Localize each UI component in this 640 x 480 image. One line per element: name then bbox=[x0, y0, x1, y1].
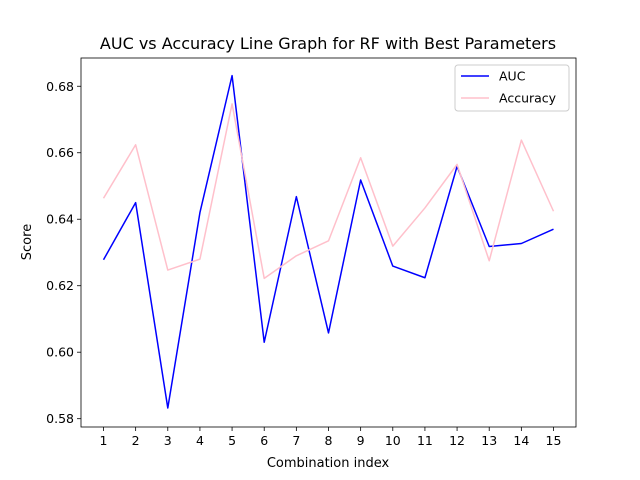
x-tick-label: 13 bbox=[481, 433, 497, 448]
x-tick-label: 14 bbox=[513, 433, 529, 448]
legend: AUC Accuracy bbox=[454, 64, 570, 112]
y-axis-label: Score bbox=[20, 224, 35, 260]
x-tick-label: 7 bbox=[292, 433, 300, 448]
y-tick-label: 0.68 bbox=[46, 79, 74, 94]
x-tick-label: 8 bbox=[325, 433, 333, 448]
y-tick-label: 0.58 bbox=[46, 411, 74, 426]
x-tick-label: 15 bbox=[546, 433, 562, 448]
legend-label-accuracy: Accuracy bbox=[499, 91, 557, 106]
series-line-auc bbox=[102, 74, 554, 409]
x-tick-label: 1 bbox=[100, 433, 108, 448]
x-tick-label: 4 bbox=[196, 433, 204, 448]
y-tick-label: 0.66 bbox=[46, 145, 74, 160]
x-tick-label: 11 bbox=[417, 433, 433, 448]
x-axis-label: Combination index bbox=[267, 456, 390, 471]
x-tick-label: 10 bbox=[385, 433, 401, 448]
x-tick-label: 5 bbox=[228, 433, 236, 448]
x-tick-label: 9 bbox=[357, 433, 365, 448]
series-line-accuracy bbox=[102, 103, 555, 280]
y-tick-label: 0.64 bbox=[46, 212, 74, 227]
chart-title: AUC vs Accuracy Line Graph for RF with B… bbox=[100, 34, 556, 53]
y-tick-label: 0.60 bbox=[46, 345, 74, 360]
legend-label-auc: AUC bbox=[499, 69, 526, 84]
x-tick-label: 6 bbox=[260, 433, 268, 448]
x-tick-label: 2 bbox=[132, 433, 140, 448]
x-tick-label: 3 bbox=[164, 433, 172, 448]
y-tick-label: 0.62 bbox=[46, 278, 74, 293]
x-tick-label: 12 bbox=[449, 433, 465, 448]
